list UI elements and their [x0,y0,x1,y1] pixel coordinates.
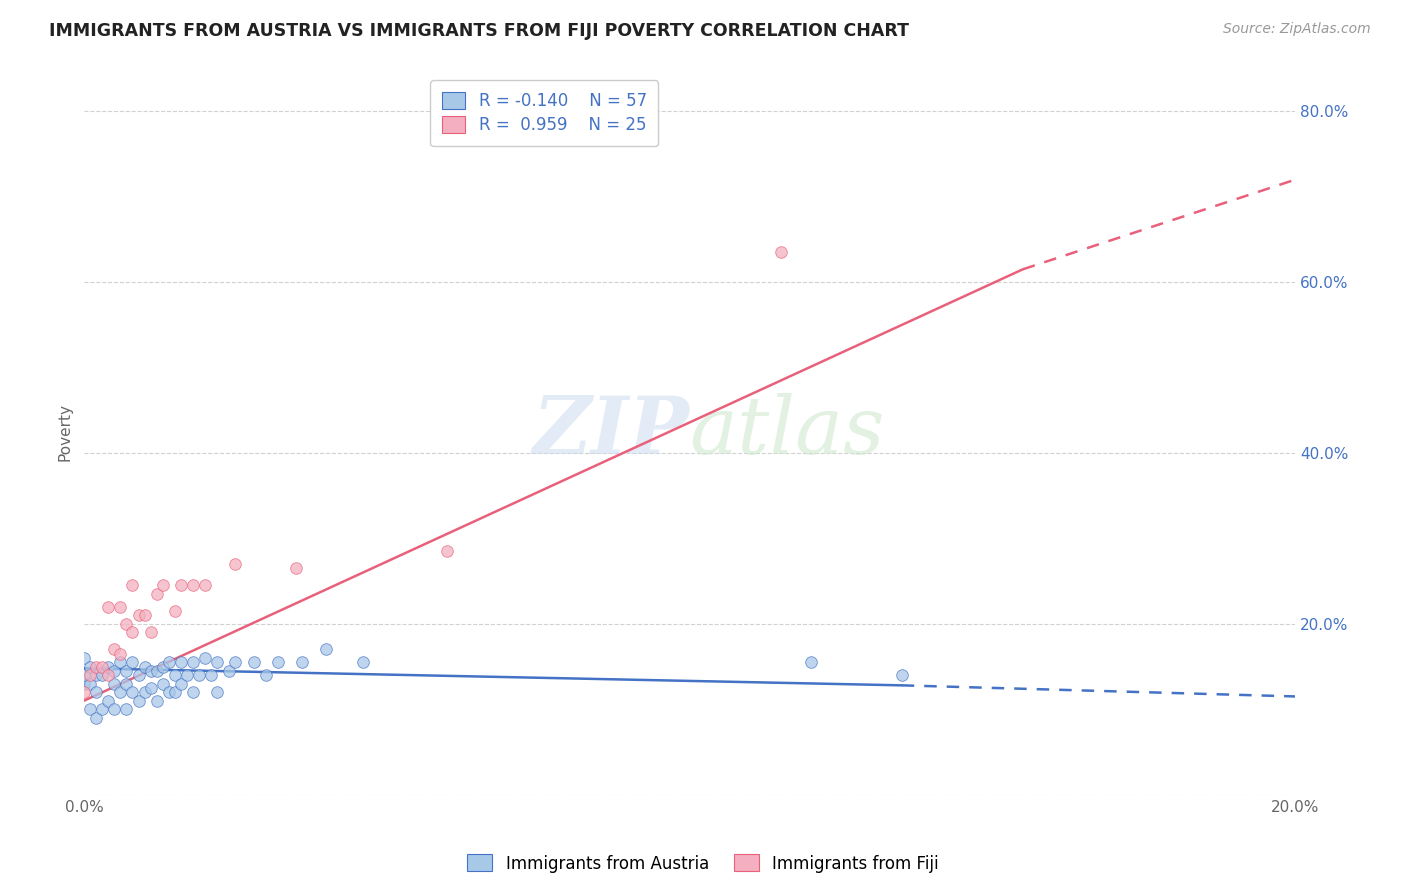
Point [91,668,114,682]
Point [181,685,204,699]
Point [157,685,180,699]
Point [79,659,101,673]
Point [769,245,792,260]
Point [79,668,101,682]
Point [139,681,162,695]
Point [73,676,96,690]
Point [128,608,150,623]
Point [170,655,193,669]
Point [121,655,143,669]
Point [890,668,912,682]
Point [110,655,132,669]
Point [84,711,107,725]
Point [134,685,156,699]
Point [139,625,162,640]
Point [163,685,186,699]
Point [188,668,211,682]
Point [115,702,138,716]
Point [121,625,143,640]
Point [163,668,186,682]
Point [291,655,314,669]
Point [91,659,114,673]
Point [110,599,132,614]
Point [121,578,143,592]
Point [139,664,162,678]
Point [145,587,167,601]
Point [84,685,107,699]
Point [145,694,167,708]
Point [800,655,823,669]
Text: ZIP: ZIP [533,392,690,470]
Point [103,664,125,678]
Point [163,604,186,618]
Point [170,578,193,592]
Point [170,676,193,690]
Point [267,655,290,669]
Point [207,655,229,669]
Point [134,659,156,673]
Point [115,616,138,631]
Point [84,668,107,682]
Point [224,557,246,571]
Point [157,655,180,669]
Point [218,664,240,678]
Point [181,578,204,592]
Point [152,659,174,673]
Point [91,702,114,716]
Point [79,676,101,690]
Point [145,664,167,678]
Point [84,659,107,673]
Point [207,685,229,699]
Point [128,694,150,708]
Text: Source: ZipAtlas.com: Source: ZipAtlas.com [1223,22,1371,37]
Point [352,655,374,669]
Point [121,685,143,699]
Point [97,659,120,673]
Y-axis label: Poverty: Poverty [58,402,72,460]
Point [97,694,120,708]
Point [194,651,217,665]
Point [181,655,204,669]
Point [242,655,264,669]
Point [73,685,96,699]
Point [73,668,96,682]
Point [115,676,138,690]
Point [200,668,222,682]
Point [436,544,458,558]
Point [115,664,138,678]
Point [73,651,96,665]
Point [152,578,174,592]
Point [224,655,246,669]
Point [79,702,101,716]
Point [285,561,308,575]
Point [152,676,174,690]
Point [194,578,217,592]
Point [110,647,132,661]
Point [103,702,125,716]
Legend: Immigrants from Austria, Immigrants from Fiji: Immigrants from Austria, Immigrants from… [461,847,945,880]
Legend: R = -0.140    N = 57, R =  0.959    N = 25: R = -0.140 N = 57, R = 0.959 N = 25 [430,80,658,146]
Point [110,685,132,699]
Point [128,668,150,682]
Point [176,668,198,682]
Text: IMMIGRANTS FROM AUSTRIA VS IMMIGRANTS FROM FIJI POVERTY CORRELATION CHART: IMMIGRANTS FROM AUSTRIA VS IMMIGRANTS FR… [49,22,910,40]
Point [97,668,120,682]
Point [97,599,120,614]
Point [103,642,125,657]
Point [254,668,277,682]
Point [315,642,337,657]
Point [103,676,125,690]
Text: atlas: atlas [690,392,886,470]
Point [134,608,156,623]
